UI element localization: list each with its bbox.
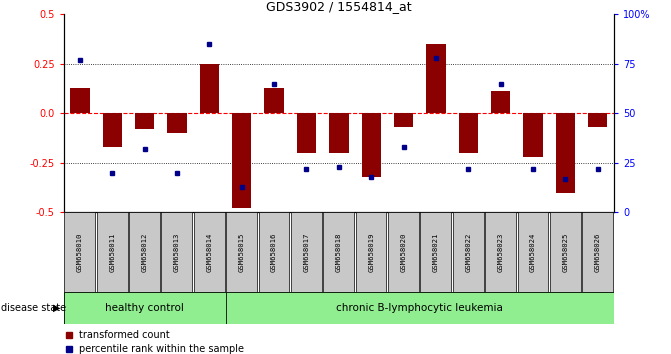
Text: chronic B-lymphocytic leukemia: chronic B-lymphocytic leukemia <box>336 303 503 313</box>
Text: GSM658020: GSM658020 <box>401 233 407 272</box>
Bar <box>517 212 548 292</box>
Bar <box>362 113 381 177</box>
Bar <box>226 212 257 292</box>
Text: GSM658017: GSM658017 <box>303 233 309 272</box>
Bar <box>550 212 580 292</box>
Bar <box>291 212 321 292</box>
Bar <box>323 212 354 292</box>
Bar <box>588 113 607 127</box>
Bar <box>421 212 451 292</box>
Bar <box>491 91 511 113</box>
Bar <box>162 212 192 292</box>
Bar <box>394 113 413 127</box>
Text: percentile rank within the sample: percentile rank within the sample <box>79 344 244 354</box>
Text: GSM658026: GSM658026 <box>595 233 601 272</box>
Bar <box>356 212 386 292</box>
Text: GSM658013: GSM658013 <box>174 233 180 272</box>
Text: GSM658018: GSM658018 <box>336 233 342 272</box>
Text: transformed count: transformed count <box>79 330 170 340</box>
Bar <box>97 212 127 292</box>
Text: ▶: ▶ <box>53 303 60 313</box>
Bar <box>64 212 95 292</box>
Bar <box>103 113 122 147</box>
Bar <box>194 212 225 292</box>
Bar <box>200 64 219 113</box>
Text: GSM658012: GSM658012 <box>142 233 148 272</box>
Title: GDS3902 / 1554814_at: GDS3902 / 1554814_at <box>266 0 412 13</box>
Bar <box>70 87 90 113</box>
Bar <box>329 113 348 153</box>
Bar <box>458 113 478 153</box>
Bar <box>225 292 614 324</box>
Bar <box>426 44 446 113</box>
Bar <box>297 113 316 153</box>
Bar <box>232 113 252 209</box>
Bar <box>258 212 289 292</box>
Text: GSM658025: GSM658025 <box>562 233 568 272</box>
Text: GSM658024: GSM658024 <box>530 233 536 272</box>
Text: GSM658021: GSM658021 <box>433 233 439 272</box>
Text: disease state: disease state <box>1 303 66 313</box>
Text: GSM658010: GSM658010 <box>77 233 83 272</box>
Bar <box>129 212 160 292</box>
Text: GSM658014: GSM658014 <box>207 233 213 272</box>
Text: GSM658015: GSM658015 <box>239 233 245 272</box>
Text: GSM658019: GSM658019 <box>368 233 374 272</box>
Text: healthy control: healthy control <box>105 303 184 313</box>
Bar <box>485 212 516 292</box>
Bar <box>523 113 543 157</box>
Bar <box>135 113 154 129</box>
Bar <box>264 87 284 113</box>
Text: GSM658023: GSM658023 <box>498 233 504 272</box>
Text: GSM658016: GSM658016 <box>271 233 277 272</box>
Text: GSM658022: GSM658022 <box>465 233 471 272</box>
Bar <box>453 212 484 292</box>
Bar <box>388 212 419 292</box>
Bar <box>64 292 225 324</box>
Bar <box>582 212 613 292</box>
Text: GSM658011: GSM658011 <box>109 233 115 272</box>
Bar <box>556 113 575 193</box>
Bar <box>167 113 187 133</box>
